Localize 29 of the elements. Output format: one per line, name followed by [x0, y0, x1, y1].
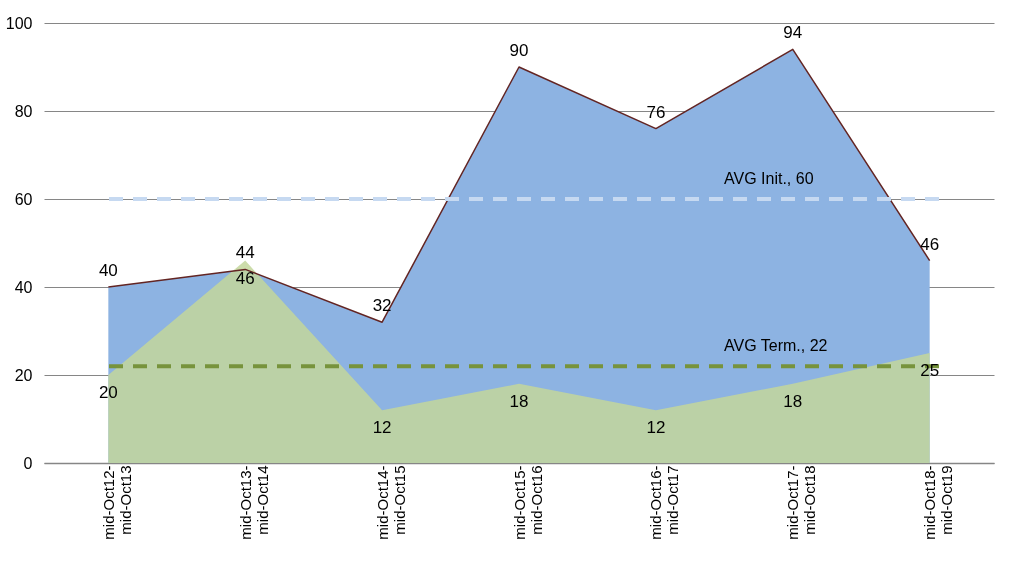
data-label: 44	[235, 243, 255, 263]
data-label: 25	[920, 361, 940, 380]
data-label: 12	[372, 418, 392, 438]
data-label: 90	[509, 41, 529, 60]
x-tick-label: mid-Oct16- mid-Oct17	[647, 465, 682, 540]
y-tick-label: 80	[14, 102, 33, 120]
data-label: 46	[920, 234, 940, 254]
x-tick-label: mid-Oct12- mid-Oct13	[99, 465, 134, 540]
data-label: 32	[372, 296, 392, 316]
x-tick-label: mid-Oct17- mid-Oct18	[784, 465, 819, 540]
y-tick-label: 100	[5, 14, 33, 32]
x-tick-label: mid-Oct15- mid-Oct16	[510, 465, 545, 540]
ref-line-label: AVG Init., 60	[724, 170, 814, 187]
data-label: 76	[646, 102, 666, 122]
y-tick-label: 60	[14, 190, 33, 208]
data-label: 46	[235, 268, 255, 288]
y-tick-label: 0	[23, 454, 33, 472]
data-label: 18	[783, 391, 803, 411]
y-tick-label: 40	[14, 278, 33, 296]
ref-line-label: AVG Term., 22	[724, 337, 828, 355]
x-tick-label: mid-Oct13- mid-Oct14	[236, 465, 271, 540]
y-tick-label: 20	[14, 366, 33, 384]
x-tick-label: mid-Oct14- mid-Oct15	[373, 465, 408, 540]
data-label: 40	[98, 261, 118, 280]
data-label: 94	[783, 23, 803, 43]
data-label: 18	[509, 391, 529, 411]
data-label: 20	[98, 383, 118, 402]
data-label: 12	[646, 418, 666, 438]
x-tick-label: mid-Oct18- mid-Oct19	[921, 465, 956, 540]
